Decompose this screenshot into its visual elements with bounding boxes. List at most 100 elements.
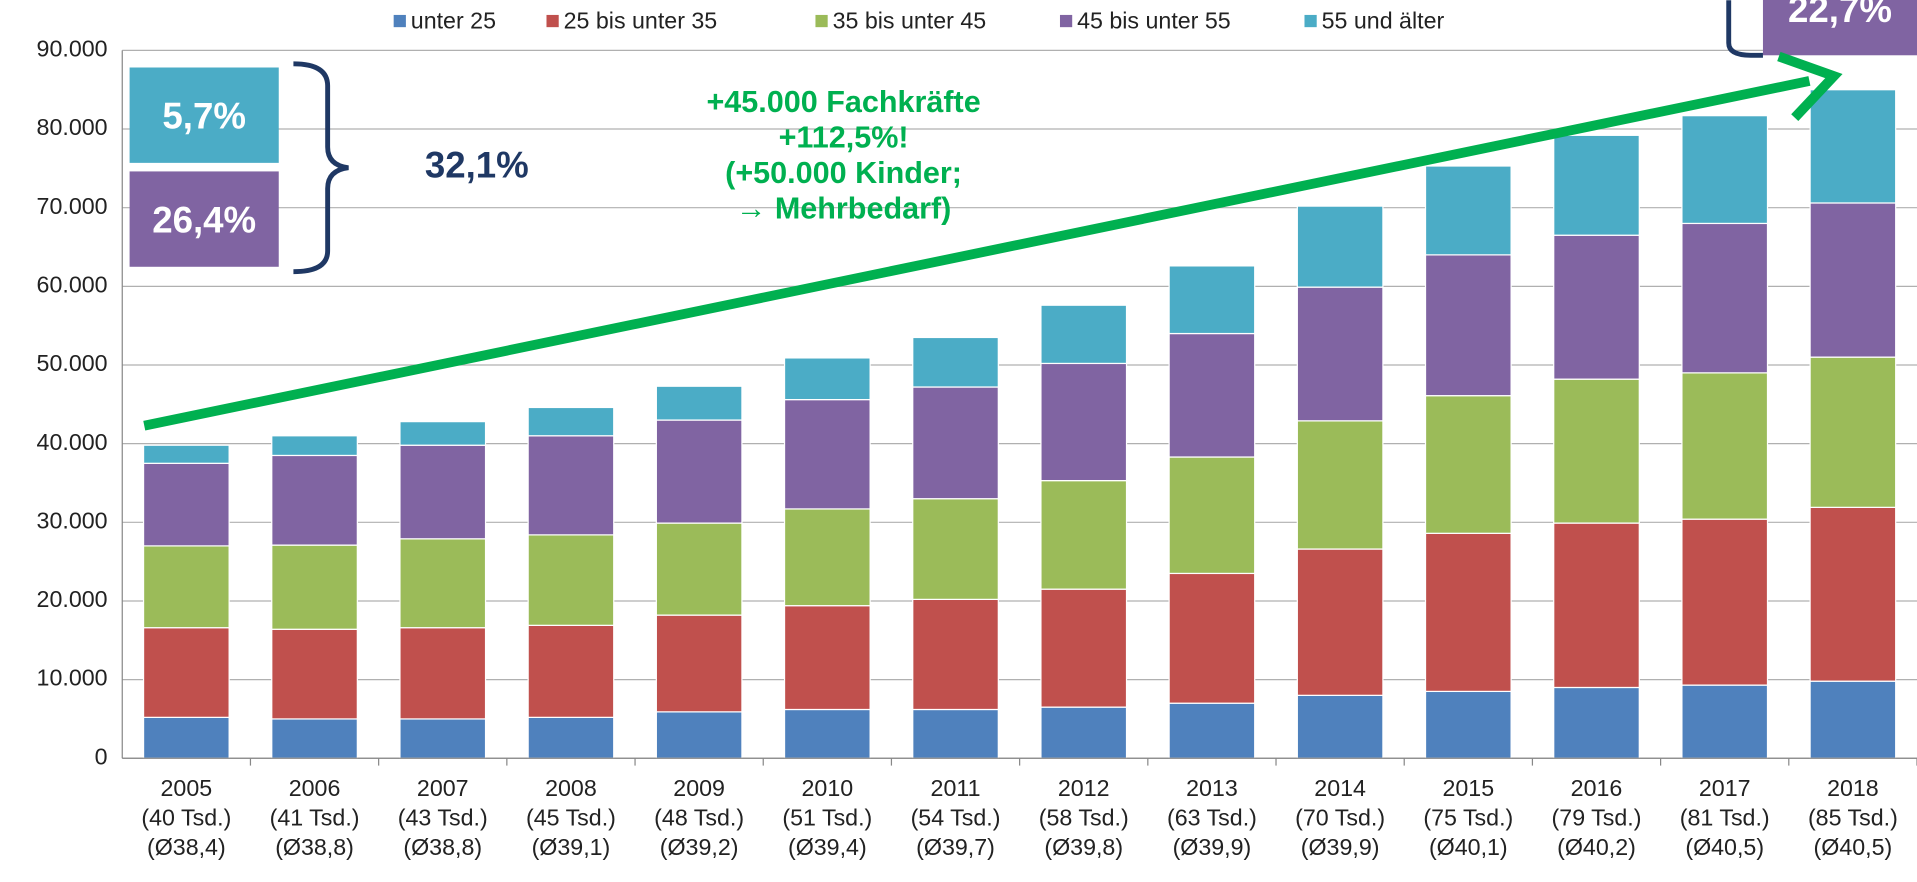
x-tick-sublabel: (85 Tsd.) xyxy=(1808,805,1898,831)
annotation-box xyxy=(1762,0,1917,56)
bar-segment xyxy=(1296,286,1384,422)
bar-segment xyxy=(1040,304,1128,365)
legend-label: 45 bis unter 55 xyxy=(1077,7,1231,33)
annotation-box xyxy=(129,67,279,163)
bar-segment xyxy=(1809,89,1897,204)
bar-segment xyxy=(271,435,358,457)
x-tick-sublabel: (63 Tsd.) xyxy=(1167,805,1257,831)
bar-segment xyxy=(1040,480,1128,590)
y-tick-label: 80.000 xyxy=(37,114,108,140)
bar-segment xyxy=(1553,522,1640,689)
bar-segment xyxy=(527,624,615,718)
x-tick-sublabel: (Ø38,8) xyxy=(403,834,482,860)
bar-segment xyxy=(783,398,871,510)
x-tick-sublabel: (Ø38,8) xyxy=(275,834,354,860)
x-tick-label: 2014 xyxy=(1314,775,1366,801)
bar-segment xyxy=(1809,202,1897,358)
legend-label: 25 bis unter 35 xyxy=(564,7,718,33)
bar-segment xyxy=(783,508,871,607)
bar-segment xyxy=(1424,532,1512,693)
bar-segment xyxy=(1809,356,1897,508)
bar-segment xyxy=(271,628,358,720)
bracket xyxy=(293,61,349,275)
bar-segment xyxy=(1681,372,1769,520)
bar-segment xyxy=(399,444,487,540)
bar-segment xyxy=(1040,362,1128,482)
annotation: 26,4% xyxy=(152,199,256,240)
x-tick-label: 2010 xyxy=(802,775,854,801)
y-tick-label: 90.000 xyxy=(37,36,108,62)
arrowhead xyxy=(1777,51,1843,121)
x-tick-sublabel: (Ø38,4) xyxy=(147,834,226,860)
x-tick-sublabel: (58 Tsd.) xyxy=(1039,805,1129,831)
x-tick-label: 2011 xyxy=(931,775,981,801)
y-tick-label: 0 xyxy=(95,743,108,769)
annotation-box xyxy=(129,171,279,267)
bar-segment xyxy=(142,716,230,759)
x-tick-label: 2008 xyxy=(545,775,597,801)
x-tick-sublabel: (Ø39,4) xyxy=(788,834,867,860)
bar-segment xyxy=(783,605,871,711)
bar-segment xyxy=(1424,690,1512,759)
bar-segment xyxy=(142,444,230,464)
x-tick-sublabel: (Ø39,1) xyxy=(532,834,611,860)
bar-segment xyxy=(1553,378,1640,524)
bar-segment xyxy=(655,711,743,759)
bar-segment xyxy=(783,357,871,401)
bar-segment xyxy=(1681,222,1769,374)
annotation: → Mehrbedarf) xyxy=(736,192,952,226)
x-tick-sublabel: (45 Tsd.) xyxy=(526,805,616,831)
x-tick-label: 2013 xyxy=(1186,775,1238,801)
legend-swatch xyxy=(393,14,406,28)
y-tick-label: 20.000 xyxy=(37,586,108,612)
annotation: (+50.000 Kinder; xyxy=(725,156,962,190)
legend-swatch xyxy=(546,14,559,28)
y-tick-label: 70.000 xyxy=(37,193,108,219)
x-tick-sublabel: (Ø40,2) xyxy=(1557,834,1636,860)
bar-segment xyxy=(655,385,743,421)
bar-segment xyxy=(1553,134,1640,236)
bar-segment xyxy=(1296,548,1384,696)
annotation: 32,1% xyxy=(425,144,529,185)
bar-segment xyxy=(399,421,487,446)
bar-segment xyxy=(1040,706,1128,759)
bar-segment xyxy=(527,435,615,536)
y-tick-label: 30.000 xyxy=(37,507,108,533)
bar-segment xyxy=(271,718,358,759)
x-tick-sublabel: (41 Tsd.) xyxy=(270,805,360,831)
x-tick-sublabel: (40 Tsd.) xyxy=(141,805,231,831)
bar-segment xyxy=(1424,395,1512,534)
legend-label: 55 und älter xyxy=(1322,7,1445,33)
x-tick-label: 2017 xyxy=(1699,775,1751,801)
x-tick-sublabel: (43 Tsd.) xyxy=(398,805,488,831)
annotation: 5,7% xyxy=(162,96,246,137)
x-tick-sublabel: (70 Tsd.) xyxy=(1295,805,1385,831)
arrow xyxy=(143,76,1811,431)
x-tick-label: 2006 xyxy=(289,775,341,801)
bar-segment xyxy=(1424,254,1512,397)
x-tick-sublabel: (75 Tsd.) xyxy=(1423,805,1513,831)
bar-segment xyxy=(655,419,743,524)
bar-segment xyxy=(1681,115,1769,225)
x-tick-sublabel: (Ø39,7) xyxy=(916,834,995,860)
x-tick-sublabel: (Ø39,9) xyxy=(1173,834,1252,860)
bar-segment xyxy=(1296,694,1384,759)
annotation: +112,5%! xyxy=(779,121,909,155)
x-tick-sublabel: (Ø40,1) xyxy=(1429,834,1508,860)
bar-segment xyxy=(912,336,999,388)
bar-segment xyxy=(527,716,615,759)
bar-segment xyxy=(655,614,743,713)
x-tick-label: 2009 xyxy=(673,775,725,801)
bar-segment xyxy=(1168,456,1256,575)
bar-segment xyxy=(912,708,999,759)
x-tick-sublabel: (Ø40,5) xyxy=(1685,834,1764,860)
y-tick-label: 60.000 xyxy=(37,271,108,297)
bar-segment xyxy=(1553,234,1640,380)
bar-segment xyxy=(527,406,615,437)
bar-segment xyxy=(912,386,999,500)
legend-swatch xyxy=(815,14,828,28)
bar-segment xyxy=(1681,684,1769,759)
x-tick-label: 2015 xyxy=(1442,775,1494,801)
bar-segment xyxy=(1424,165,1512,256)
